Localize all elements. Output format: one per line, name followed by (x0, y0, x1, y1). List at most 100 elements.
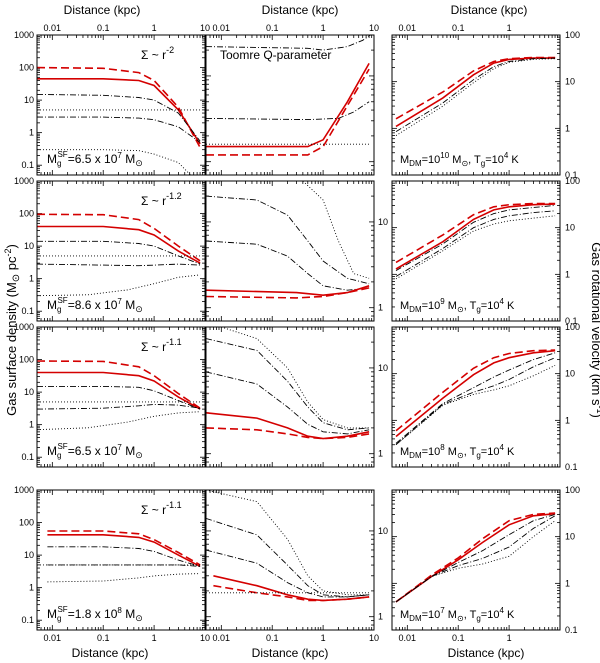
y-tick-label: 10 (24, 95, 34, 105)
y-tick-label: 100 (19, 355, 34, 365)
x-tick-label: 0.01 (213, 633, 231, 643)
panel-frame (205, 34, 375, 176)
sun-symbol: ⊙ (457, 614, 464, 623)
y-tick-label: 100 (19, 518, 34, 528)
tg-symbol: , T (464, 300, 477, 312)
bottom-axis-label-right: Distance (kpc) (448, 646, 525, 660)
series-density-1 (37, 213, 201, 262)
x-tick-label: 0.01 (44, 633, 62, 643)
gas-mass-sup: SF (57, 150, 67, 159)
gas-mass-unit: M (122, 298, 135, 312)
dm-unit: M (449, 154, 461, 166)
series-velocity-1 (395, 349, 556, 432)
sigma-exponent: -1.2 (166, 191, 182, 201)
left-axis-label-unit: pc (4, 256, 19, 274)
left-axis-label-text: Gas surface density (M (4, 282, 19, 416)
series-velocity-2 (395, 203, 556, 270)
bottom-axis-label-left: Distance (kpc) (72, 646, 149, 660)
series-velocity-2 (395, 349, 556, 438)
gas-mass-label: MgSF=1.8 x 108 M⊙ (47, 605, 143, 623)
series-toomre-2 (206, 195, 370, 285)
left-axis-label-exp: -2 (3, 248, 13, 256)
gas-mass-exp: 7 (117, 443, 122, 452)
y-tick-label: 1 (565, 123, 570, 133)
dm-symbol: M (400, 154, 409, 166)
y-tick-label: 1 (565, 269, 570, 279)
y-tick-label: 1000 (14, 176, 34, 186)
q-tick-label: 1 (378, 449, 383, 459)
bottom-axis-label: Distance (kpc) (252, 646, 329, 660)
series-velocity-2 (395, 512, 556, 603)
series-density-4 (37, 263, 201, 267)
panel-r3-c2: 1 10 (205, 326, 388, 468)
series-density-6 (37, 411, 201, 431)
y-tick-label: 10 (24, 241, 34, 251)
sigma-text: Σ ~ r (141, 503, 166, 517)
dm-value: =10 (422, 609, 441, 621)
series-velocity-4 (395, 357, 556, 446)
series-density-1 (37, 360, 201, 409)
tg-exp: 4 (499, 606, 504, 615)
series-velocity-3 (395, 204, 556, 271)
gas-mass-symbol: M (47, 152, 57, 166)
gas-mass-sup: SF (57, 442, 67, 451)
series-velocity-5 (395, 520, 556, 603)
y-tick-label: 1 (565, 415, 570, 425)
panel-frame (36, 34, 206, 176)
dm-value: =10 (422, 446, 441, 458)
series-toomre-3 (206, 549, 370, 598)
panel-frame (205, 489, 375, 631)
y-tick-label: 100 (19, 209, 34, 219)
gas-mass-exp: 8 (117, 606, 122, 615)
dm-sub: DM (409, 614, 422, 623)
tg-exp: 4 (499, 443, 504, 452)
series-toomre-1 (206, 63, 370, 148)
series-toomre-5 (213, 584, 370, 602)
tg-unit: K (504, 300, 515, 312)
sigma-power-law: Σ ~ r-1.1 (141, 500, 182, 517)
panel-frame (36, 180, 206, 322)
series-velocity-5 (395, 215, 556, 280)
y-tick-label: 0.1 (565, 316, 578, 326)
gas-mass-value: =1.8 x 10 (68, 607, 118, 621)
top-axis-label-right: Distance (kpc) (451, 3, 528, 17)
sun-symbol: ⊙ (135, 613, 143, 623)
x-tick-label: 0.1 (266, 633, 279, 643)
sun-symbol: ⊙ (457, 305, 464, 314)
series-density-6 (37, 274, 201, 297)
tg-symbol: , T (468, 154, 481, 166)
tg-value: =10 (485, 154, 504, 166)
x-tick-label: 0.1 (97, 23, 110, 33)
q-tick-label: 10 (378, 363, 388, 373)
gas-mass-label: MgSF=8.6 x 107 M⊙ (47, 296, 143, 314)
panel-frame (391, 34, 561, 176)
y-tick-label: 1000 (14, 485, 34, 495)
x-tick-label: 0.1 (97, 633, 110, 643)
dm-symbol: M (400, 300, 409, 312)
right-axis-label-exp: -1 (595, 405, 600, 413)
dark-matter-label: MDM=1010 M⊙, Tg=104 K (400, 151, 519, 168)
series-density-1 (37, 78, 201, 145)
sigma-power-law: Σ ~ r-2 (141, 45, 174, 62)
dark-matter-label: MDM=108 M⊙, Tg=104 K (400, 443, 515, 460)
series-velocity-4 (395, 58, 556, 136)
x-tick-label: 10 (369, 633, 379, 643)
gas-mass-exp: 7 (117, 297, 122, 306)
top-axis-label: Distance (kpc) (262, 3, 339, 17)
gas-mass-unit: M (122, 607, 135, 621)
tg-unit: K (504, 609, 515, 621)
gas-mass-sub: g (57, 159, 61, 168)
series-density-2 (37, 225, 201, 264)
series-density-2 (37, 371, 201, 410)
y-tick-label: 100 (565, 176, 580, 186)
sigma-text: Σ ~ r (141, 194, 166, 208)
q-tick-label: 1 (378, 303, 383, 313)
series-toomre-2 (206, 338, 370, 431)
q-tick-label: 1 (378, 612, 383, 622)
series-density-3 (37, 240, 201, 265)
y-tick-label: 10 (565, 369, 575, 379)
panel-r1-c1: 0.1 1 10 100 1000 0.01 0.1 1 10 Σ ~ r-2 MgSF=6.5 x… (14, 23, 210, 176)
tg-sub: g (476, 614, 480, 623)
